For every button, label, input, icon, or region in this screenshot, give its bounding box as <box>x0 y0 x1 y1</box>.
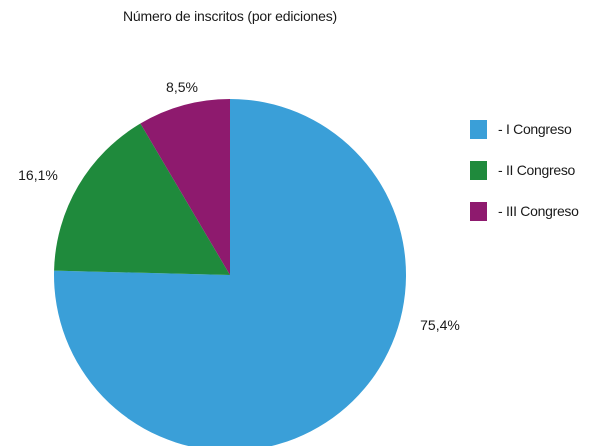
chart-title: Número de inscritos (por ediciones) <box>123 8 337 24</box>
legend-label-iii-congreso: - III Congreso <box>498 203 579 219</box>
slice-label-1: 75,4% <box>420 317 460 333</box>
pie-slices <box>54 99 406 446</box>
legend-swatch-ii-congreso <box>470 160 487 180</box>
legend-item-ii-congreso: - II Congreso <box>470 159 579 181</box>
legend-label-ii-congreso: - II Congreso <box>498 162 576 178</box>
legend-item-iii-congreso: - III Congreso <box>470 200 579 222</box>
slice-label-2: 16,1% <box>18 167 58 183</box>
legend-swatch-i-congreso <box>470 119 487 139</box>
slice-labels: 75,4% 16,1% 8,5% <box>18 79 460 333</box>
pie-slice-1 <box>54 99 406 446</box>
slice-label-3: 8,5% <box>166 79 198 95</box>
pie-slice-3 <box>140 99 230 275</box>
legend-item-i-congreso: - I Congreso <box>470 118 579 140</box>
legend-swatch-iii-congreso <box>470 201 487 221</box>
chart-legend: - I Congreso - II Congreso - III Congres… <box>470 118 579 241</box>
legend-label-i-congreso: - I Congreso <box>498 121 572 137</box>
pie-slice-2 <box>54 123 231 275</box>
